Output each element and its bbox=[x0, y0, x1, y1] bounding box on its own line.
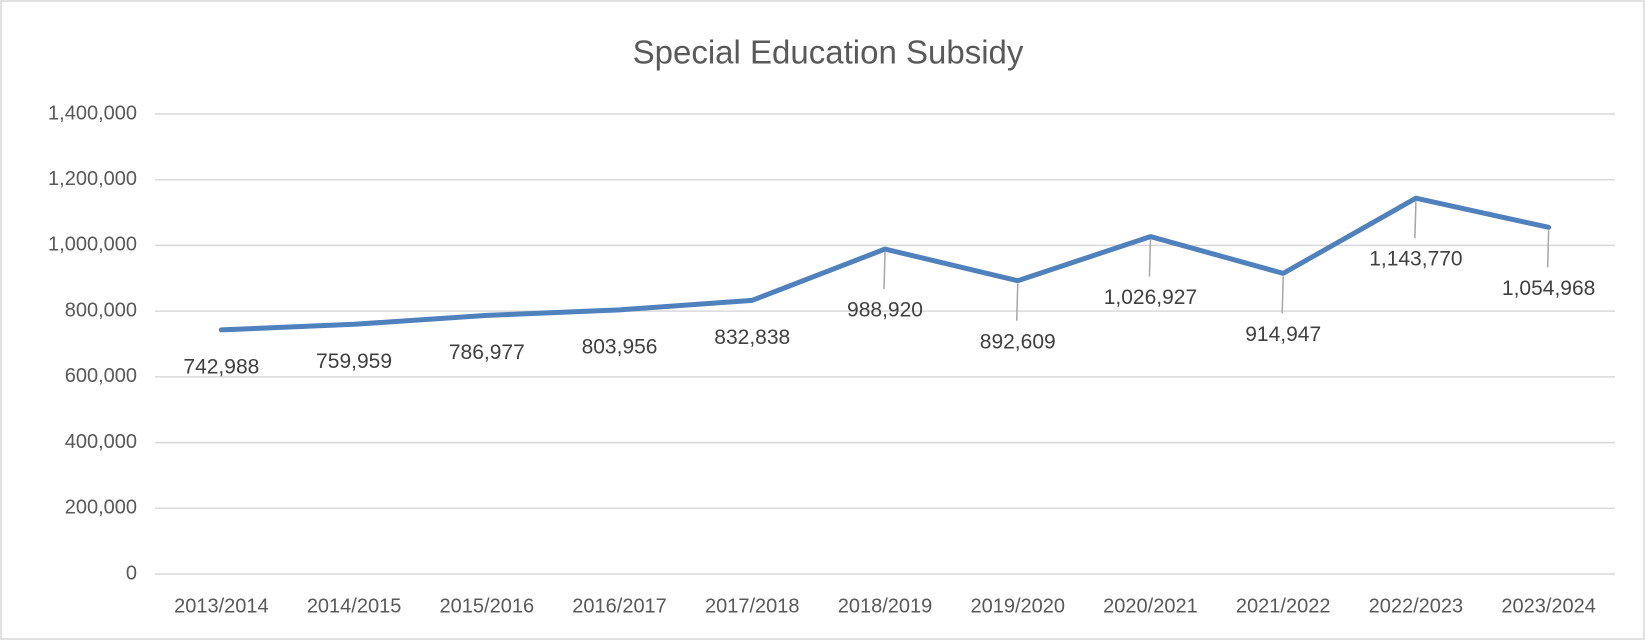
x-tick-label: 2019/2020 bbox=[970, 595, 1065, 617]
leader-line bbox=[1015, 283, 1019, 321]
leader-line bbox=[1546, 230, 1550, 268]
data-label: 914,947 bbox=[1245, 323, 1321, 346]
data-label: 892,609 bbox=[980, 330, 1056, 353]
x-tick-label: 2022/2023 bbox=[1369, 595, 1464, 617]
x-tick-label: 2020/2021 bbox=[1103, 595, 1198, 617]
y-tick-label: 800,000 bbox=[65, 299, 137, 321]
leader-line bbox=[1414, 201, 1417, 239]
y-tick-label: 1,200,000 bbox=[48, 168, 137, 190]
data-label: 759,959 bbox=[316, 350, 392, 373]
x-tick-label: 2014/2015 bbox=[307, 595, 402, 617]
x-tick-label: 2013/2014 bbox=[174, 595, 269, 617]
y-tick-label: 1,400,000 bbox=[48, 102, 137, 124]
data-label: 832,838 bbox=[714, 326, 790, 349]
data-label: 1,054,968 bbox=[1502, 277, 1595, 300]
leader-line bbox=[1281, 276, 1284, 314]
x-tick-label: 2023/2024 bbox=[1501, 595, 1596, 617]
y-tick-label: 400,000 bbox=[65, 431, 137, 453]
data-label: 1,143,770 bbox=[1369, 248, 1462, 271]
leader-line bbox=[1148, 239, 1152, 277]
data-label: 988,920 bbox=[847, 299, 923, 322]
x-tick-label: 2016/2017 bbox=[572, 595, 667, 617]
x-tick-label: 2018/2019 bbox=[838, 595, 933, 617]
data-label: 786,977 bbox=[449, 341, 525, 364]
leader-line bbox=[883, 252, 886, 290]
x-tick-label: 2021/2022 bbox=[1236, 595, 1331, 617]
y-tick-label: 200,000 bbox=[65, 497, 137, 519]
y-tick-label: 1,000,000 bbox=[48, 234, 137, 256]
y-tick-label: 600,000 bbox=[65, 365, 137, 387]
x-tick-label: 2015/2016 bbox=[440, 595, 535, 617]
line-series bbox=[218, 195, 1552, 333]
data-label: 803,956 bbox=[582, 335, 658, 358]
y-tick-label: 0 bbox=[126, 562, 137, 584]
x-tick-label: 2017/2018 bbox=[705, 595, 800, 617]
data-label: 1,026,927 bbox=[1104, 286, 1197, 309]
data-label: 742,988 bbox=[183, 355, 259, 378]
chart-title: Special Education Subsidy bbox=[633, 34, 1024, 71]
